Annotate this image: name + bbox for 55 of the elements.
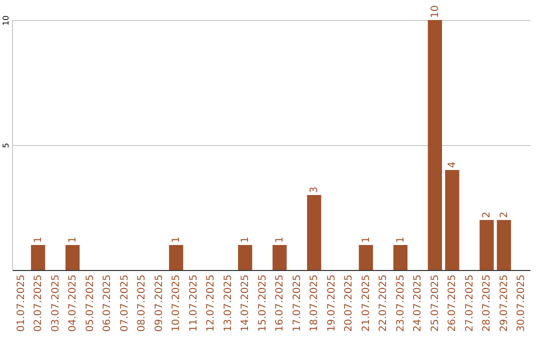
bar xyxy=(480,220,494,270)
x-tick-label: 08.07.2025 xyxy=(136,274,148,332)
bar xyxy=(496,220,512,270)
x-tick-label: 26.07.2025 xyxy=(447,274,458,332)
data-label: 1 xyxy=(395,236,406,243)
x-tick-label: 03.07.2025 xyxy=(50,274,62,332)
x-tick-label: 16.07.2025 xyxy=(274,274,286,332)
data-label: 10 xyxy=(430,5,441,18)
x-tick-label: 20.07.2025 xyxy=(344,274,355,332)
bar xyxy=(445,170,460,270)
x-tick-label: 21.07.2025 xyxy=(360,274,372,332)
x-tick-label: 27.07.2025 xyxy=(464,274,476,332)
x-tick-label: 23.07.2025 xyxy=(395,274,406,332)
bar xyxy=(307,195,322,270)
bar xyxy=(65,245,80,270)
bar xyxy=(272,245,287,270)
x-tick-label: 25.07.2025 xyxy=(430,274,441,332)
x-tick-label: 14.07.2025 xyxy=(240,274,252,332)
x-tick-label: 13.07.2025 xyxy=(222,274,234,332)
x-tick-label: 19.07.2025 xyxy=(326,274,338,332)
bar xyxy=(358,245,373,270)
x-tick-label: 29.07.2025 xyxy=(498,274,510,332)
data-label: 2 xyxy=(498,212,510,218)
x-tick-label: 04.07.2025 xyxy=(68,274,79,332)
data-label: 1 xyxy=(68,236,79,243)
x-tick-label: 15.07.2025 xyxy=(257,274,268,332)
data-label: 4 xyxy=(447,162,458,168)
bar xyxy=(428,20,442,270)
x-tick-label: 05.07.2025 xyxy=(84,274,96,332)
bar xyxy=(238,245,252,270)
x-tick-label: 01.07.2025 xyxy=(16,274,27,332)
bar xyxy=(30,245,46,270)
data-label: 2 xyxy=(482,212,493,218)
bar xyxy=(169,245,184,270)
data-label: 1 xyxy=(274,236,286,243)
x-tick-label: 09.07.2025 xyxy=(154,274,165,332)
x-tick-label: 11.07.2025 xyxy=(188,274,200,332)
data-label: 1 xyxy=(171,236,182,243)
x-tick-label: 30.07.2025 xyxy=(516,274,528,332)
x-tick-label: 22.07.2025 xyxy=(378,274,390,332)
x-tick-label: 06.07.2025 xyxy=(102,274,114,332)
data-label: 1 xyxy=(360,236,372,243)
x-tick-label: 07.07.2025 xyxy=(119,274,130,332)
bar xyxy=(393,245,408,270)
y-tick-label: 5 xyxy=(2,142,10,148)
data-label: 3 xyxy=(309,186,320,193)
x-tick-label: 24.07.2025 xyxy=(412,274,424,332)
x-tick-label: 12.07.2025 xyxy=(206,274,217,332)
data-label: 1 xyxy=(33,236,44,243)
x-tick-label: 17.07.2025 xyxy=(292,274,303,332)
x-tick-label: 28.07.2025 xyxy=(482,274,493,332)
x-tick-label: 18.07.2025 xyxy=(309,274,320,332)
data-label: 1 xyxy=(240,236,252,243)
x-tick-label: 10.07.2025 xyxy=(171,274,182,332)
x-tick-label: 02.07.2025 xyxy=(33,274,44,332)
